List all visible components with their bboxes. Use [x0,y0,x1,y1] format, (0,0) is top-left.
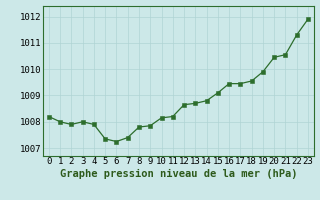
X-axis label: Graphe pression niveau de la mer (hPa): Graphe pression niveau de la mer (hPa) [60,169,297,179]
